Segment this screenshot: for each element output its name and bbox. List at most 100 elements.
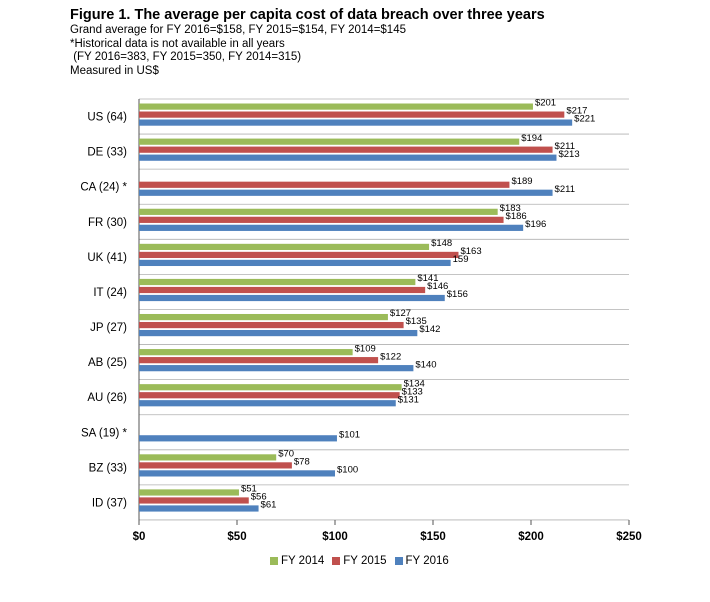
bar (139, 462, 292, 469)
category-label: ID (37) (92, 497, 127, 509)
data-label: $133 (402, 386, 423, 397)
category-label: UK (41) (87, 252, 127, 264)
data-label: $56 (251, 492, 267, 503)
bar (139, 313, 388, 321)
subtitle-grand-average: Grand average for FY 2016=$158, FY 2015=… (70, 24, 406, 36)
data-label: $122 (380, 351, 401, 362)
x-tick-label: $50 (227, 531, 246, 543)
category-label: FR (30) (88, 217, 127, 229)
bar (139, 119, 573, 126)
data-label: $70 (278, 449, 294, 460)
bar (139, 294, 445, 302)
category-label: JP (27) (90, 322, 127, 334)
category-label: US (64) (87, 112, 127, 124)
data-label: $140 (415, 359, 436, 370)
data-label: $134 (404, 378, 425, 389)
bar (139, 224, 524, 231)
data-label: $148 (431, 238, 452, 249)
bar (139, 154, 557, 161)
bar (139, 181, 510, 188)
bar (139, 497, 249, 504)
data-label: $201 (535, 98, 556, 109)
bar (139, 329, 418, 337)
data-label: $78 (294, 457, 310, 468)
bar (139, 357, 379, 364)
subtitle-sample-sizes: (FY 2016=383, FY 2015=350, FY 2014=315) (70, 51, 302, 63)
x-tick-label: $200 (518, 531, 544, 543)
x-tick-label: $0 (133, 531, 146, 543)
bar (139, 286, 426, 294)
data-label: $183 (500, 203, 521, 214)
bar (139, 259, 451, 267)
bar (139, 278, 416, 286)
bar (139, 349, 353, 356)
data-label: $109 (355, 343, 376, 354)
legend-item-fy2014: FY 2014 (270, 555, 324, 567)
data-label: $186 (506, 211, 527, 222)
x-tick-label: $150 (420, 531, 446, 543)
category-label: CA (24) * (80, 182, 127, 194)
x-tick-label: $250 (616, 531, 642, 543)
bar (139, 505, 259, 512)
data-label: $194 (521, 133, 542, 144)
data-label: $61 (261, 500, 277, 511)
data-label: $163 (460, 246, 481, 257)
data-label: $135 (406, 316, 427, 327)
data-label: $131 (398, 394, 419, 405)
data-label: $141 (417, 273, 438, 284)
data-label: $142 (419, 324, 440, 335)
bar (139, 189, 553, 196)
bar (139, 216, 504, 223)
data-label: $221 (574, 114, 595, 125)
data-label: $101 (339, 429, 360, 440)
legend-label-fy2015: FY 2015 (343, 555, 387, 567)
bar (139, 365, 414, 372)
category-label: IT (24) (93, 287, 127, 299)
bar (139, 208, 498, 215)
data-label: $100 (337, 465, 358, 476)
data-label: $51 (241, 484, 257, 495)
bar (139, 243, 430, 251)
data-label: $156 (447, 289, 468, 300)
bar (139, 400, 396, 407)
data-label: $211 (555, 184, 575, 195)
data-label: 159 (453, 254, 469, 265)
category-label: AU (26) (87, 392, 127, 404)
legend-label-fy2014: FY 2014 (281, 555, 325, 567)
bar (139, 146, 553, 153)
bar (139, 392, 400, 399)
legend-item-fy2016: FY 2016 (394, 555, 449, 567)
bar (139, 251, 459, 259)
chart-header: Figure 1. The average per capita cost of… (70, 6, 670, 78)
legend-swatch-fy2016 (394, 557, 403, 565)
bar (139, 435, 337, 442)
bar (139, 138, 520, 145)
data-label: $146 (427, 281, 448, 292)
bar (139, 103, 533, 110)
category-label: AB (25) (88, 357, 127, 369)
legend-label-fy2016: FY 2016 (405, 555, 449, 567)
bar (139, 384, 402, 391)
data-label: $217 (566, 106, 587, 117)
category-label: SA (19) * (81, 427, 128, 439)
subtitle-units: Measured in US$ (70, 64, 159, 77)
bar (139, 111, 565, 118)
legend-swatch-fy2014 (270, 557, 278, 565)
category-label: DE (33) (87, 147, 127, 159)
data-label: $211 (555, 141, 575, 152)
data-label: $127 (390, 308, 411, 319)
category-label: BZ (33) (89, 462, 128, 474)
legend-item-fy2015: FY 2015 (332, 555, 387, 567)
chart-title: Figure 1. The average per capita cost of… (70, 7, 545, 23)
bar (139, 321, 404, 329)
x-tick-label: $100 (322, 531, 348, 543)
chart-legend: FY 2014 FY 2015 FY 2016 (270, 555, 449, 567)
bar (139, 454, 277, 461)
bar (139, 489, 239, 496)
subtitle-historical-note: *Historical data is not available in all… (70, 37, 285, 50)
data-label: $213 (558, 149, 579, 160)
legend-swatch-fy2015 (332, 557, 341, 565)
bar (139, 470, 335, 477)
data-label: $189 (511, 176, 532, 187)
